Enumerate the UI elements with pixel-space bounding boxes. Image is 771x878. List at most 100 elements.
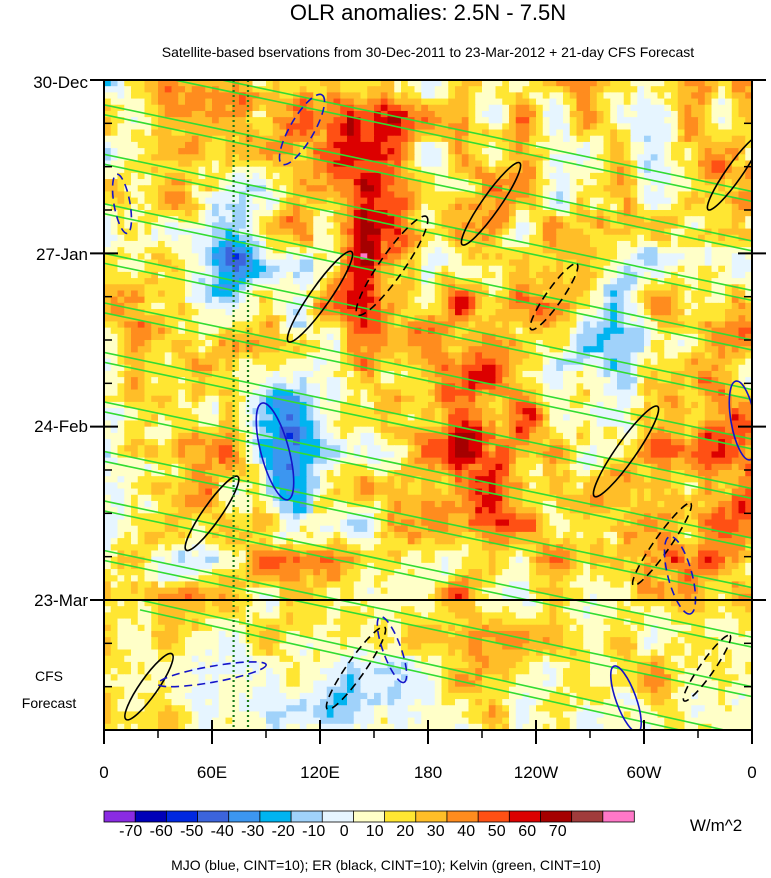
- olr-cell: [158, 191, 166, 199]
- olr-cell: [549, 302, 557, 310]
- olr-cell: [212, 340, 220, 347]
- olr-cell: [340, 364, 348, 372]
- olr-cell: [488, 321, 497, 329]
- olr-cell: [691, 172, 699, 180]
- olr-cell: [475, 358, 483, 366]
- olr-cell: [576, 296, 584, 304]
- olr-cell: [232, 247, 240, 254]
- olr-cell: [178, 346, 186, 353]
- olr-cell: [677, 179, 686, 186]
- olr-cell: [583, 110, 591, 118]
- olr-cell: [299, 302, 308, 310]
- olr-cell: [387, 370, 395, 378]
- olr-cell: [272, 141, 281, 149]
- olr-cell: [212, 346, 220, 353]
- olr-cell: [569, 80, 578, 87]
- olr-cell: [644, 284, 652, 292]
- olr-cell: [637, 370, 645, 378]
- olr-cell: [259, 389, 267, 397]
- olr-cell: [563, 278, 571, 285]
- olr-cell: [259, 172, 267, 180]
- olr-cell: [131, 240, 139, 248]
- olr-cell: [279, 234, 287, 242]
- olr-cell: [333, 234, 341, 242]
- olr-cell: [725, 278, 733, 285]
- olr-cell: [164, 377, 173, 384]
- olr-cell: [407, 185, 416, 193]
- olr-cell: [536, 135, 544, 143]
- olr-cell: [522, 364, 530, 372]
- olr-cell: [360, 389, 368, 397]
- olr-cell: [164, 203, 173, 211]
- olr-cell: [434, 86, 443, 93]
- olr-cell: [684, 203, 692, 211]
- olr-cell: [137, 154, 146, 162]
- olr-cell: [137, 315, 146, 323]
- olr-cell: [245, 185, 254, 193]
- olr-cell: [745, 166, 752, 174]
- olr-cell: [164, 216, 173, 223]
- olr-cell: [178, 80, 186, 87]
- olr-cell: [225, 271, 233, 279]
- olr-cell: [279, 253, 287, 261]
- olr-cell: [212, 123, 220, 131]
- olr-cell: [475, 80, 483, 87]
- olr-cell: [684, 370, 692, 378]
- olr-cell: [711, 377, 719, 384]
- olr-cell: [387, 98, 395, 106]
- olr-cell: [738, 197, 746, 205]
- olr-cell: [252, 166, 260, 174]
- olr-cell: [583, 253, 591, 261]
- olr-cell: [232, 141, 240, 149]
- olr-cell: [542, 364, 551, 372]
- olr-cell: [509, 290, 517, 298]
- olr-cell: [502, 358, 510, 366]
- olr-cell: [691, 135, 699, 143]
- olr-cell: [428, 234, 436, 242]
- olr-cell: [239, 80, 247, 87]
- olr-cell: [596, 172, 605, 180]
- olr-cell: [110, 179, 119, 186]
- olr-cell: [191, 129, 200, 137]
- olr-cell: [698, 92, 706, 100]
- olr-cell: [171, 340, 179, 347]
- olr-cell: [367, 154, 375, 162]
- olr-cell: [482, 377, 490, 384]
- olr-cell: [704, 172, 713, 180]
- olr-cell: [191, 340, 200, 347]
- olr-cell: [664, 278, 672, 285]
- olr-cell: [401, 160, 409, 168]
- olr-cell: [556, 240, 564, 248]
- olr-cell: [360, 185, 368, 193]
- olr-cell: [461, 290, 470, 298]
- olr-cell: [704, 129, 713, 137]
- olr-cell: [630, 141, 638, 149]
- olr-cell: [509, 86, 517, 93]
- olr-cell: [326, 346, 335, 353]
- olr-cell: [279, 265, 287, 273]
- olr-cell: [131, 80, 139, 87]
- olr-cell: [657, 166, 665, 174]
- olr-cell: [556, 166, 564, 174]
- olr-cell: [488, 370, 497, 378]
- olr-cell: [448, 228, 456, 236]
- olr-cell: [137, 98, 146, 106]
- olr-cell: [522, 333, 530, 341]
- olr-cell: [110, 253, 119, 261]
- olr-cell: [603, 141, 611, 149]
- olr-cell: [461, 333, 470, 341]
- olr-cell: [232, 389, 240, 397]
- olr-cell: [185, 333, 193, 341]
- olr-cell: [353, 377, 362, 384]
- olr-cell: [286, 117, 294, 124]
- olr-cell: [428, 271, 436, 279]
- olr-cell: [212, 222, 220, 230]
- olr-cell: [448, 185, 456, 193]
- olr-cell: [117, 117, 125, 124]
- olr-cell: [212, 129, 220, 137]
- olr-cell: [691, 278, 699, 285]
- olr-cell: [718, 216, 726, 223]
- olr-cell: [610, 166, 618, 174]
- olr-cell: [637, 346, 645, 353]
- olr-cell: [441, 290, 449, 298]
